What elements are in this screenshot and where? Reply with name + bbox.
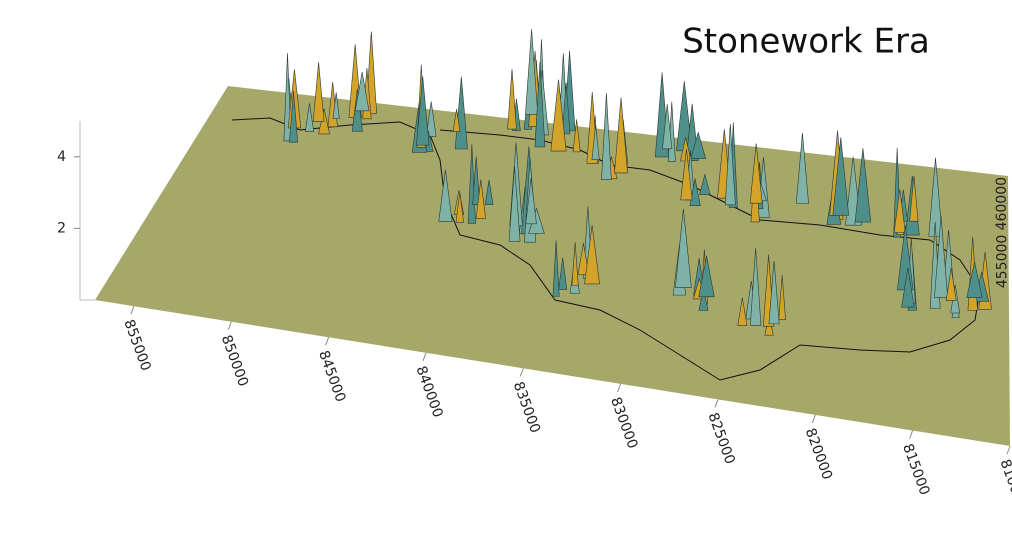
- terrain-spike: [662, 104, 673, 150]
- terrain-spike: [795, 132, 809, 204]
- terrain-spike: [425, 101, 437, 137]
- terrain-spike: [455, 192, 464, 223]
- terrain-spike: [558, 257, 568, 290]
- terrain-spike: [550, 79, 567, 152]
- y-tick-label: 455000: [995, 235, 1011, 288]
- terrain-spike: [584, 225, 600, 285]
- x-tick-label: 845000: [315, 349, 348, 405]
- x-tick: [519, 368, 524, 377]
- terrain-spike: [525, 177, 537, 225]
- x-tick-label: 830000: [607, 395, 640, 451]
- terrain-spike: [591, 124, 600, 160]
- x-tick-label: 815000: [899, 442, 932, 498]
- terrain-spike: [901, 267, 915, 308]
- terrain-spike: [534, 62, 546, 148]
- terrain-spike: [832, 137, 850, 216]
- terrain-spike: [737, 297, 748, 327]
- terrain-spike: [438, 169, 453, 222]
- x-tick-label: 825000: [704, 411, 737, 467]
- terrain-spike: [525, 29, 539, 115]
- x-tick: [325, 337, 330, 346]
- terrain-spike: [699, 173, 711, 195]
- terrain-spike: [724, 124, 736, 206]
- chart-title: Stonework Era: [682, 22, 930, 62]
- terrain-spike: [680, 148, 693, 201]
- x-tick: [909, 430, 914, 439]
- terrain-spike: [507, 69, 517, 130]
- terrain-spike: [909, 175, 919, 222]
- terrain-spike: [601, 93, 612, 180]
- x-tick: [811, 414, 816, 424]
- terrain-spike: [475, 179, 486, 219]
- terrain-spike: [689, 178, 701, 207]
- terrain-spike: [750, 248, 762, 326]
- x-tick-label: 850000: [218, 333, 251, 389]
- terrain-spike: [484, 179, 494, 205]
- terrain-spike: [312, 62, 325, 122]
- terrain-spike: [934, 216, 949, 298]
- terrain-spike: [945, 267, 957, 301]
- terrain-spike: [690, 131, 707, 159]
- surface-plane: [95, 86, 1010, 446]
- terrain-spike: [452, 109, 461, 133]
- terrain-spike: [614, 97, 628, 174]
- x-tick-label: 835000: [510, 380, 543, 436]
- terrain-spike: [304, 103, 315, 132]
- terrain-spike: [508, 166, 521, 242]
- terrain-spike: [778, 275, 786, 321]
- z-tick-label: 2: [57, 220, 66, 236]
- x-tick: [714, 399, 719, 408]
- terrain-spike: [416, 76, 430, 146]
- terrain-spike: [561, 82, 571, 135]
- terrain-spike: [354, 71, 370, 112]
- terrain-spike: [893, 189, 906, 233]
- x-tick-label: 840000: [412, 364, 445, 420]
- terrain-spike: [854, 148, 872, 223]
- terrain-spike: [675, 208, 692, 288]
- terrain-spike: [768, 260, 780, 325]
- x-tick: [130, 306, 135, 315]
- x-tick: [1006, 445, 1011, 455]
- terrain-spike: [577, 243, 590, 275]
- x-tick-label: 820000: [802, 426, 835, 482]
- x-tick: [422, 352, 427, 361]
- y-tick-label: 460000: [994, 177, 1010, 230]
- terrain-spike: [571, 242, 579, 286]
- terrain-spike: [472, 156, 481, 205]
- x-tick-label: 855000: [120, 317, 153, 373]
- terrain-spike: [698, 255, 715, 298]
- spike-layer: [283, 29, 992, 336]
- terrain-spike: [749, 143, 763, 204]
- terrain-spike: [552, 240, 560, 297]
- terrain-spike: [698, 288, 709, 311]
- z-tick-label: 4: [57, 149, 66, 165]
- x-tick-label: 810000: [996, 457, 1012, 513]
- terrain-spike: [289, 90, 299, 143]
- terrain-spike: [332, 92, 340, 120]
- x-tick: [227, 321, 232, 330]
- terrain-spike: [966, 261, 983, 298]
- x-tick: [617, 383, 622, 393]
- terrain-spike: [572, 119, 581, 153]
